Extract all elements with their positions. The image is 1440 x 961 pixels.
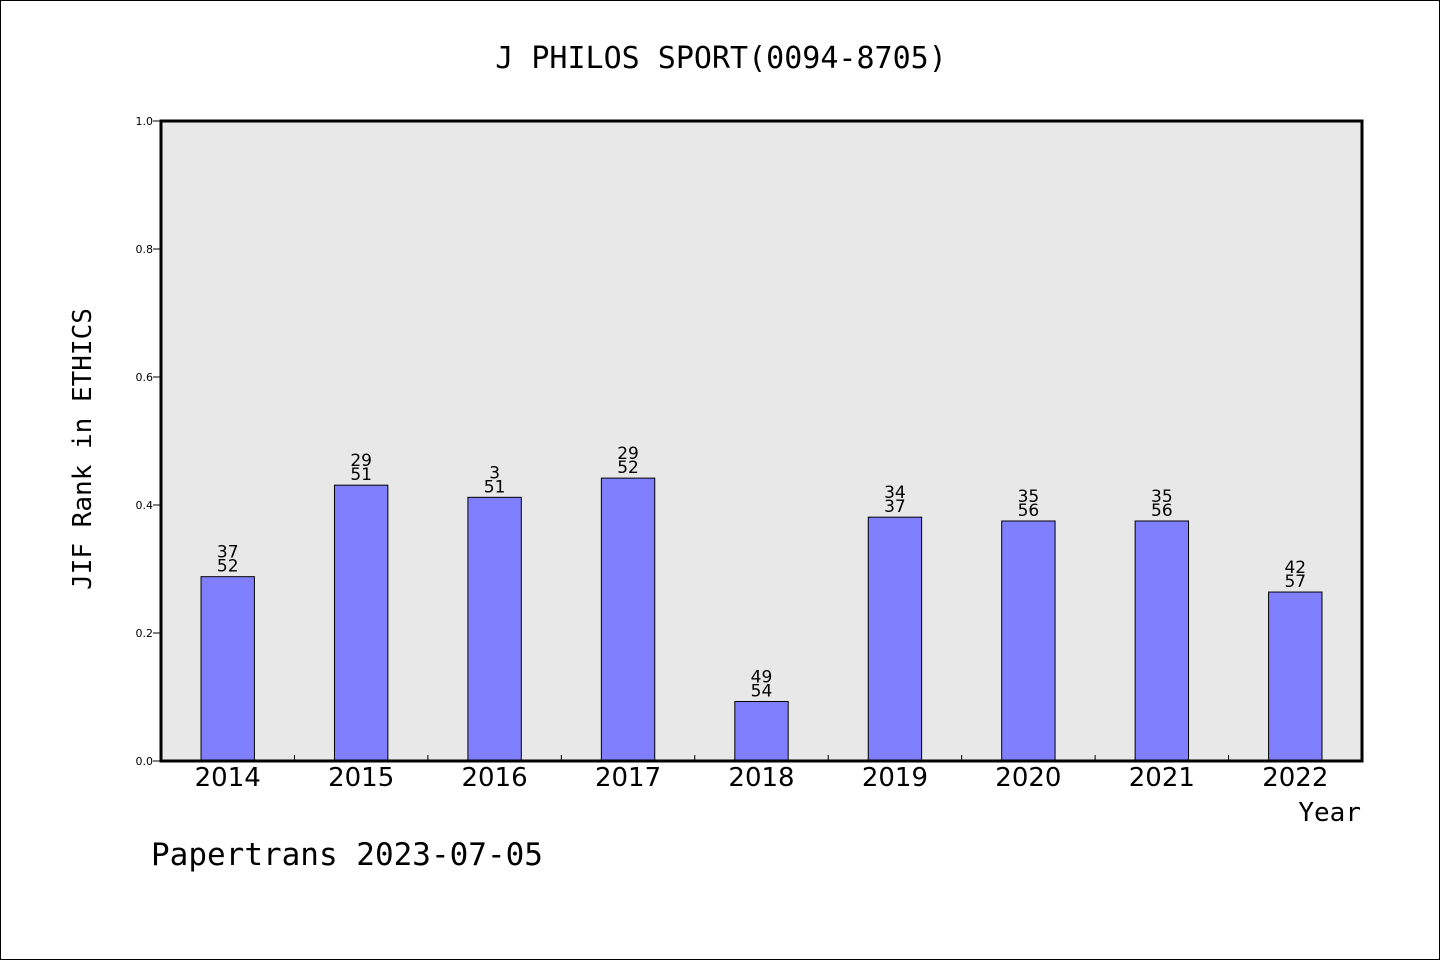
bar-label-total: 51 — [484, 477, 506, 497]
x-axis-label: Year — [1298, 798, 1361, 828]
bar-label-rank: 37 — [217, 543, 239, 563]
y-tick-label: 1.0 — [136, 115, 154, 128]
plot-border — [159, 119, 1364, 763]
x-tick-label: 2014 — [195, 763, 261, 793]
bar-label-total: 51 — [350, 465, 372, 485]
y-tick-label: 0.8 — [136, 243, 154, 256]
bar-label-rank: 35 — [1018, 487, 1040, 507]
bar-2016 — [467, 496, 522, 762]
bar-2015 — [333, 484, 389, 762]
footer-credit: Papertrans 2023-07-05 — [151, 837, 543, 873]
bar-label-total: 52 — [217, 557, 239, 577]
bar-label-total: 56 — [1151, 501, 1173, 521]
bar-label-rank: 34 — [884, 483, 906, 503]
y-tick-label: 0.0 — [136, 755, 154, 768]
bar-label-total: 57 — [1284, 572, 1306, 592]
bar-label-rank: 29 — [350, 451, 372, 471]
bar-label-rank: 35 — [1151, 487, 1173, 507]
bar-label-rank: 49 — [751, 667, 773, 687]
bar-label-total: 37 — [884, 497, 906, 517]
y-tick-label: 0.2 — [136, 627, 154, 640]
x-tick-label: 2022 — [1262, 763, 1328, 793]
bar-label-rank: 42 — [1284, 558, 1306, 578]
y-tick-label: 0.6 — [136, 371, 154, 384]
x-tick-label: 2021 — [1129, 763, 1195, 793]
bar-2022 — [1268, 591, 1323, 762]
bar-2019 — [867, 516, 923, 762]
x-tick-label: 2018 — [728, 763, 794, 793]
x-axis: 2014 2015 2016 2017 2018 2019 2020 2021 2022 — [195, 755, 1328, 793]
y-tick-label: 0.4 — [136, 499, 154, 512]
bar-2018 — [734, 700, 789, 762]
bar-label-rank: 29 — [617, 444, 639, 464]
x-tick-label: 2020 — [995, 763, 1061, 793]
chart-title: J PHILOS SPORT(0094-8705) — [495, 41, 947, 76]
x-tick-label: 2015 — [328, 763, 394, 793]
bar-label-total: 54 — [751, 681, 773, 701]
bar-label-total: 52 — [617, 458, 639, 478]
bar-2021 — [1134, 520, 1190, 762]
x-tick-label: 2016 — [462, 763, 528, 793]
bar-label-total: 56 — [1018, 501, 1040, 521]
x-tick-label: 2017 — [595, 763, 661, 793]
y-axis: 0.0 0.2 0.4 0.6 0.8 1.0 — [136, 115, 161, 768]
bar-2014 — [200, 576, 255, 762]
x-tick-label: 2019 — [862, 763, 928, 793]
bar-2017 — [600, 477, 656, 762]
y-axis-label: JIF Rank in ETHICS — [68, 308, 98, 590]
bar-2020 — [1001, 520, 1056, 762]
bar-label-rank: 3 — [489, 463, 500, 483]
